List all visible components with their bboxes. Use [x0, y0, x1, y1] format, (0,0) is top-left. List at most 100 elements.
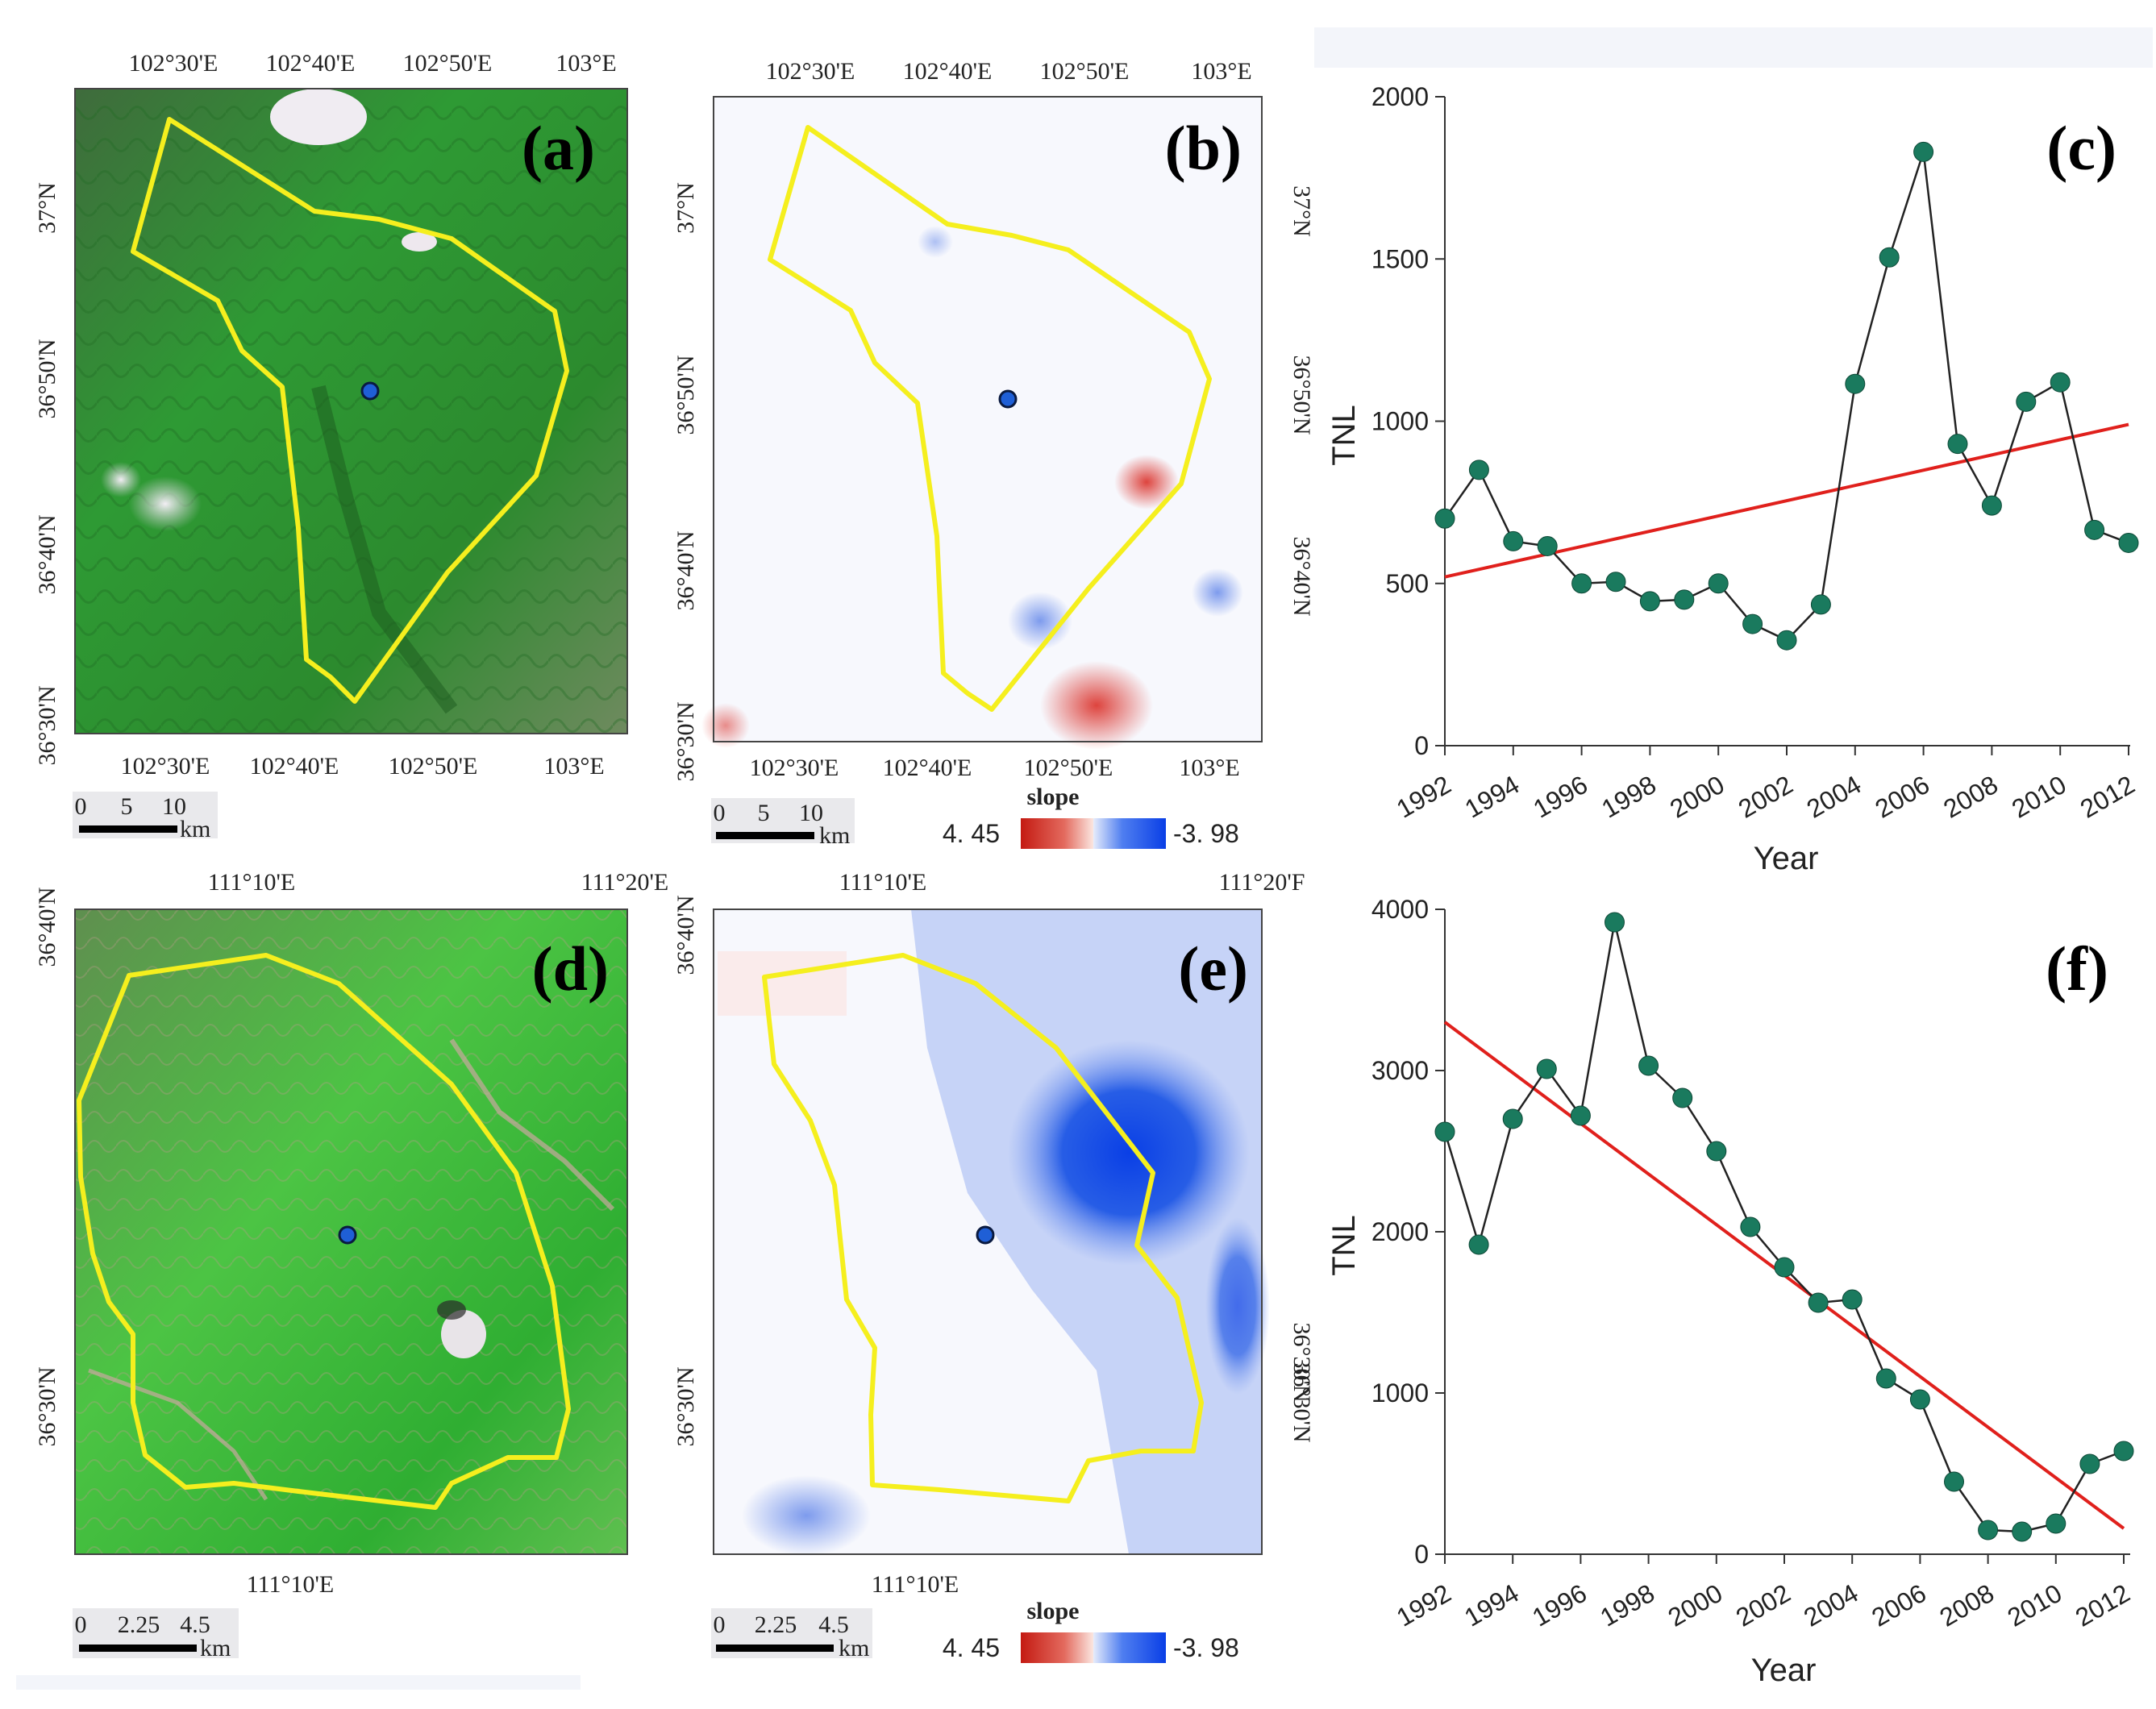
top-tick-e-0: 111°10'E: [839, 869, 927, 896]
chart-c-data-point-2003: [1810, 594, 1831, 615]
chart-f-data-point-2002: [1774, 1257, 1795, 1278]
chart-c-data-point-2001: [1742, 613, 1763, 634]
chart-f-data-point-1998: [1638, 1055, 1659, 1076]
slope-legend-blue-bottom: [1093, 1632, 1166, 1663]
scalebar-d: 0 2.25 4.5 km: [73, 1608, 239, 1661]
chart-f-data-point-2007: [1944, 1471, 1964, 1492]
chart-f-xtick-label-6: 2004: [1799, 1578, 1863, 1632]
top-tick-e-1: 111°20'F: [1219, 869, 1305, 896]
slope-legend-min-bottom: -3. 98: [1173, 1633, 1239, 1662]
chart-f-xtick-label-9: 2010: [2003, 1578, 2067, 1632]
right-tick-b-2: 36°40'N: [1288, 536, 1315, 616]
chart-c-ytick-label-0: 0: [1414, 731, 1429, 760]
chart-f-data-point-2000: [1706, 1141, 1727, 1162]
site-marker-a: [360, 381, 380, 401]
chart-f-ytick-label-4: 4000: [1371, 895, 1429, 924]
map-panel-a: (a) 102°30'E 102°40'E 102°50'E 103°E 102…: [34, 50, 628, 842]
chart-f-ytick-label-0: 0: [1414, 1540, 1429, 1569]
scalebar-a: 0 5 10 km: [73, 792, 218, 842]
map-frame-e: [713, 909, 1263, 1555]
scalebar-b: 0 5 10 km: [711, 798, 855, 849]
scalebar-tick-e-0: 0: [714, 1611, 726, 1638]
panel-label-f: (f): [2046, 934, 2108, 1004]
chart-f-xtick-label-2: 1996: [1527, 1578, 1592, 1632]
chart-c-data-point-1997: [1605, 572, 1626, 593]
chart-c-data-point-1998: [1639, 591, 1660, 612]
scalebar-tick-a-2: 10: [162, 793, 186, 820]
strong-negative-slope-core-e: [1008, 1040, 1250, 1266]
top-tick-a-3: 103°E: [556, 50, 616, 77]
scalebar-bar-b: [716, 832, 814, 839]
scalebar-tick-e-2: 4.5: [818, 1611, 849, 1638]
bottom-tick-b-0: 102°30'E: [750, 755, 839, 781]
chart-c-ylabel: TNL: [1326, 405, 1362, 466]
chart-c-ytick-label-2: 1000: [1371, 407, 1429, 436]
scalebar-tick-a-0: 0: [75, 793, 87, 820]
top-tick-d-0: 111°10'E: [208, 869, 296, 896]
left-tick-d-0: 36°40'N: [34, 887, 60, 967]
scalebar-unit-e: km: [839, 1635, 869, 1661]
scalebar-unit-d: km: [200, 1635, 231, 1661]
bottom-tick-e-0: 111°10'E: [872, 1571, 959, 1598]
left-tick-d-1: 36°30'N: [34, 1366, 60, 1446]
study-area-boundary-a: [131, 117, 569, 704]
chart-f-data-point-2011: [2079, 1453, 2100, 1474]
cloud-a1: [270, 89, 367, 145]
scalebar-e: 0 2.25 4.5 km: [711, 1608, 872, 1661]
chart-c-ytick-label-4: 2000: [1371, 82, 1429, 111]
valley-a: [311, 385, 458, 714]
panel-label-a: (a): [522, 113, 595, 183]
negative-slope-patch-b2: [1192, 568, 1243, 617]
chart-f-series-line: [1443, 921, 2125, 1533]
scalebar-unit-b: km: [819, 822, 850, 849]
left-tick-a-1: 36°50'N: [34, 339, 60, 418]
footer-band: [16, 1675, 581, 1690]
map-frame-b: [713, 96, 1263, 742]
scalebar-tick-b-2: 10: [799, 800, 823, 826]
chart-f-xtick-label-1: 1994: [1459, 1578, 1524, 1632]
top-tick-b-1: 102°40'E: [903, 58, 993, 85]
chart-c-data-point-2008: [1981, 495, 2002, 516]
negative-slope-edge-e: [1205, 1217, 1270, 1395]
map-panel-b: (b) 102°30'E 102°40'E 102°50'E 103°E 102…: [672, 58, 1315, 849]
chart-c-data-point-2012: [2118, 532, 2139, 553]
slope-legend-title-top: slope: [1026, 784, 1079, 810]
study-area-boundary-e: [762, 953, 1204, 1503]
map-frame-d: [74, 909, 628, 1555]
chart-c-xtick-label-0: 1992: [1392, 770, 1456, 824]
slope-legend-min-top: -3. 98: [1173, 819, 1239, 848]
chart-f-data-point-1992: [1434, 1121, 1455, 1142]
negative-slope-patch-b1: [1008, 592, 1072, 650]
map-frame-a: [74, 88, 628, 734]
slope-map-b: [714, 97, 1262, 742]
bottom-tick-b-3: 103°E: [1179, 755, 1239, 781]
scalebar-tick-b-1: 5: [758, 800, 770, 826]
header-band: [1314, 27, 2153, 68]
chart-c-xtick-label-1: 1994: [1460, 770, 1525, 824]
chart-c-data-point-2000: [1708, 573, 1729, 594]
chart-f-xtick-label-0: 1992: [1392, 1578, 1456, 1632]
chart-f-data-point-2003: [1808, 1292, 1829, 1313]
map-panel-e: (e) 111°10'E 111°20'F 111°10'E 36°40'N 3…: [672, 869, 1315, 1663]
chart-f-xtick-label-3: 1998: [1595, 1578, 1659, 1632]
chart-f-data-point-2009: [2012, 1521, 2033, 1542]
chart-f-data-point-1993: [1468, 1234, 1489, 1255]
chart-f-data-point-1994: [1502, 1108, 1523, 1129]
chart-f-data-point-2010: [2046, 1513, 2067, 1534]
scalebar-tick-a-1: 5: [121, 793, 133, 820]
chart-c-data-point-1999: [1674, 589, 1695, 610]
chart-f-data-point-2006: [1909, 1389, 1930, 1410]
top-tick-a-1: 102°40'E: [266, 50, 356, 77]
site-marker-d: [338, 1225, 357, 1245]
bottom-tick-a-2: 102°50'E: [389, 753, 478, 780]
negative-slope-patch-e2: [742, 1475, 871, 1556]
right-tick-e-0: 36°30'N: [1288, 1322, 1315, 1402]
top-tick-b-0: 102°30'E: [766, 58, 855, 85]
chart-f-xtick-label-7: 2006: [1867, 1578, 1931, 1632]
chart-f-data-point-2008: [1978, 1520, 1999, 1541]
panel-label-d: (d): [532, 934, 609, 1004]
left-tick-b-2: 36°40'N: [672, 530, 699, 610]
scalebar-tick-d-2: 4.5: [180, 1611, 210, 1638]
chart-c-data-point-2009: [2016, 391, 2037, 412]
